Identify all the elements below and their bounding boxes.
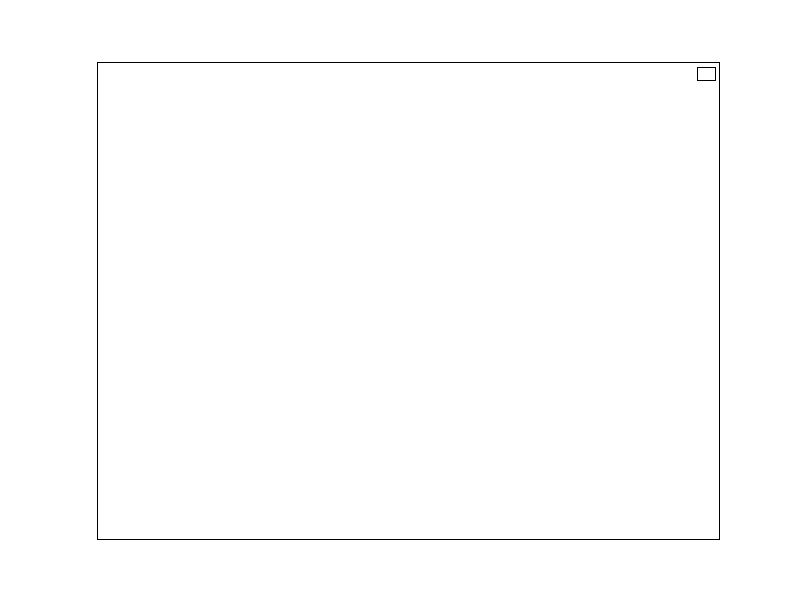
axes-frame [97, 62, 720, 540]
legend [697, 67, 716, 81]
plot-area [97, 62, 720, 540]
